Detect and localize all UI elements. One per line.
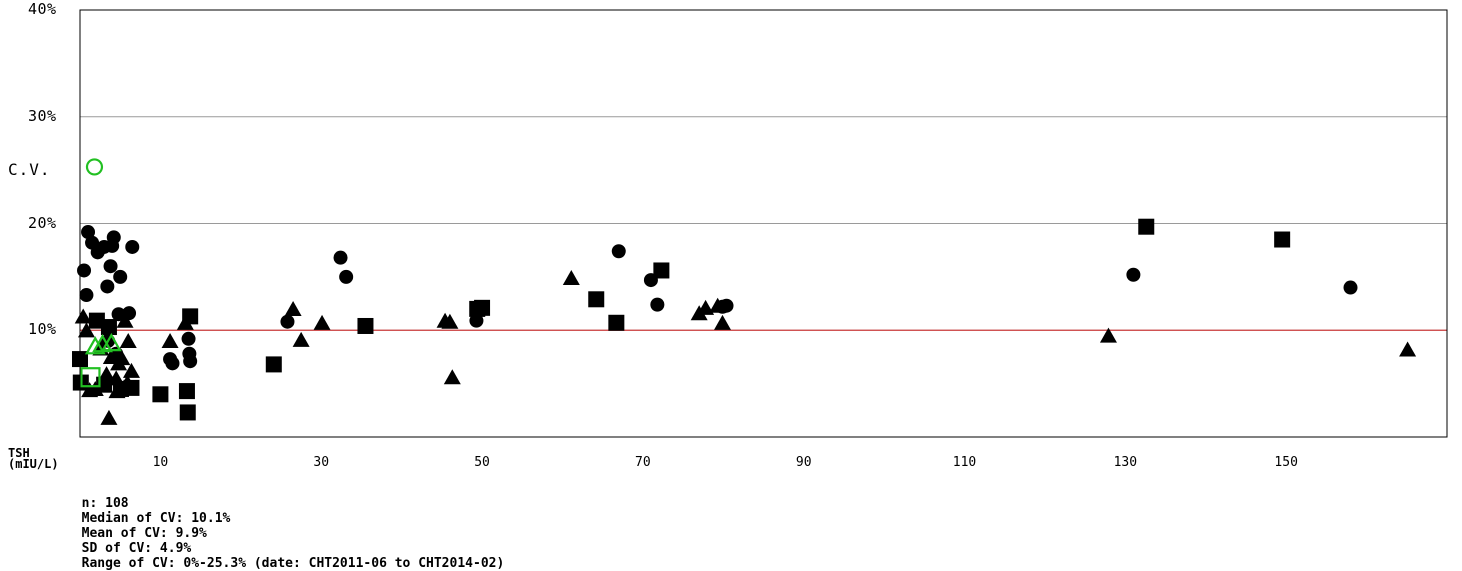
highlighted-circle-point [85, 158, 104, 176]
x-tick-label: 50 [474, 455, 490, 470]
circle-point [650, 297, 665, 312]
y-tick-label: 10% [28, 320, 57, 339]
triangle-point [713, 314, 731, 330]
stat-mean: Mean of CV: 9.9% [81, 526, 207, 541]
triangle-point [122, 362, 140, 378]
plot-frame [79, 9, 1448, 438]
square-point [152, 386, 169, 403]
x-axis-label: TSH (mIU/L) [8, 446, 59, 471]
circle-point [339, 269, 354, 284]
circle-point [183, 354, 198, 369]
circle-point [469, 313, 484, 328]
circle-point [125, 239, 140, 254]
y-tick-label: 30% [28, 106, 57, 125]
triangle-point [562, 270, 580, 286]
stat-sd: SD of CV: 4.9% [81, 541, 192, 556]
highlighted-triangle-point [84, 336, 106, 355]
triangle-point [161, 332, 179, 348]
x-tick-label: 150 [1274, 455, 1298, 470]
circle-point [165, 356, 180, 371]
circle-point [81, 225, 96, 240]
triangle-point [441, 313, 459, 329]
triangle-point [1399, 341, 1417, 357]
square-point [179, 404, 196, 421]
circle-point [1126, 267, 1141, 282]
circle-point [100, 279, 115, 294]
triangle-point [1099, 327, 1117, 343]
data-points [72, 158, 1417, 425]
square-point [357, 317, 374, 334]
x-tick-label: 10 [152, 455, 169, 470]
y-tick-label: 20% [28, 213, 57, 232]
highlighted-square-point [80, 367, 101, 388]
square-point [178, 383, 195, 400]
circle-point [105, 238, 120, 253]
circle-point [333, 250, 348, 265]
stat-range: Range of CV: 0%-25.3% (date: CHT2011-06 … [81, 556, 505, 571]
triangle-point [697, 299, 715, 315]
scatter-chart [72, 9, 1448, 438]
triangle-point [77, 322, 95, 338]
circle-point [113, 269, 128, 284]
circle-point [103, 259, 118, 274]
triangle-point [102, 349, 120, 365]
circle-point [111, 307, 126, 322]
triangle-point [86, 381, 104, 397]
triangle-point [176, 314, 194, 330]
square-point [474, 299, 491, 316]
triangle-point [74, 308, 92, 324]
circle-point [1343, 280, 1358, 295]
x-axis-label-line1: TSH [8, 446, 30, 460]
x-tick-label: 130 [1113, 455, 1138, 470]
triangle-point [292, 331, 310, 347]
circle-point [77, 263, 92, 278]
circle-point [79, 288, 94, 303]
triangle-point [313, 314, 331, 330]
circle-point [280, 314, 295, 329]
triangle-point [284, 300, 302, 316]
triangle-point [107, 370, 125, 386]
square-point [653, 262, 670, 279]
triangle-point [118, 374, 136, 390]
summary-stats: n: 108 Median of CV: 10.1% Mean of CV: 9… [66, 481, 526, 571]
grid-lines [80, 116, 1447, 331]
triangle-point [443, 369, 461, 385]
square-point [1138, 218, 1155, 235]
square-point [588, 291, 605, 308]
square-point [88, 312, 105, 329]
triangle-point [98, 366, 116, 382]
triangle-point [116, 312, 134, 328]
square-point [608, 314, 625, 331]
circle-point [611, 244, 626, 259]
triangle-point [100, 409, 118, 425]
x-axis-label-line2: (mIU/L) [8, 457, 59, 471]
triangle-point [108, 383, 126, 399]
x-tick-label: 30 [313, 455, 330, 470]
y-axis-label: C.V. [8, 160, 51, 179]
x-tick-label: 90 [795, 455, 812, 470]
highlighted-triangle-point [100, 332, 122, 352]
x-tick-label: 70 [635, 455, 651, 470]
square-point [1274, 231, 1291, 248]
stat-n: n: 108 [81, 496, 129, 511]
triangle-point [709, 297, 727, 313]
x-tick-label: 110 [952, 455, 977, 470]
stat-median: Median of CV: 10.1% [81, 511, 231, 526]
square-point [100, 319, 117, 336]
square-point [265, 356, 282, 373]
y-tick-label: 40% [28, 0, 57, 18]
circle-point [181, 331, 196, 346]
triangle-point [119, 332, 137, 348]
